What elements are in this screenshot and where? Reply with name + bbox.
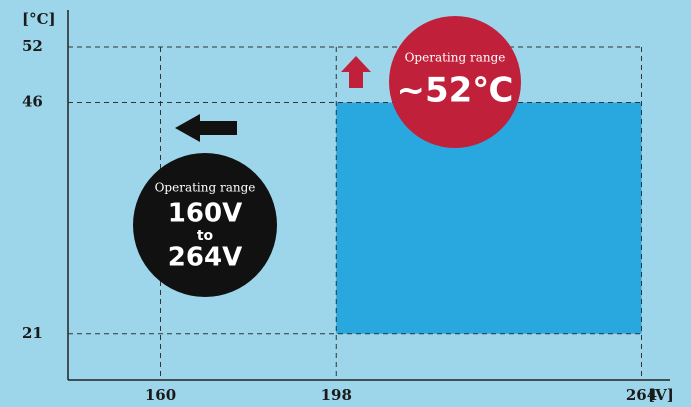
arrow-up (341, 56, 371, 88)
y-axis-label: [°C] (22, 10, 56, 28)
badge-temperature (389, 16, 521, 148)
x-axis-label: [V] (648, 386, 674, 404)
y-tick-label: 46 (22, 93, 43, 111)
badge-voltage (133, 153, 277, 297)
y-tick-label: 21 (22, 324, 43, 342)
x-tick-label: 264 (626, 386, 657, 404)
range-area (336, 102, 642, 334)
badge-to: to (197, 228, 214, 244)
badge-label: Operating range (405, 51, 506, 65)
badge-label: Operating range (155, 181, 256, 195)
badge-until: 264V (168, 243, 242, 273)
badge-from: 160V (168, 199, 242, 229)
x-tick-label: 160 (145, 386, 176, 404)
y-tick-label: 52 (22, 37, 43, 55)
badge-value: ~52℃ (397, 71, 514, 111)
x-tick-label: 198 (321, 386, 352, 404)
arrow-left (175, 114, 237, 142)
